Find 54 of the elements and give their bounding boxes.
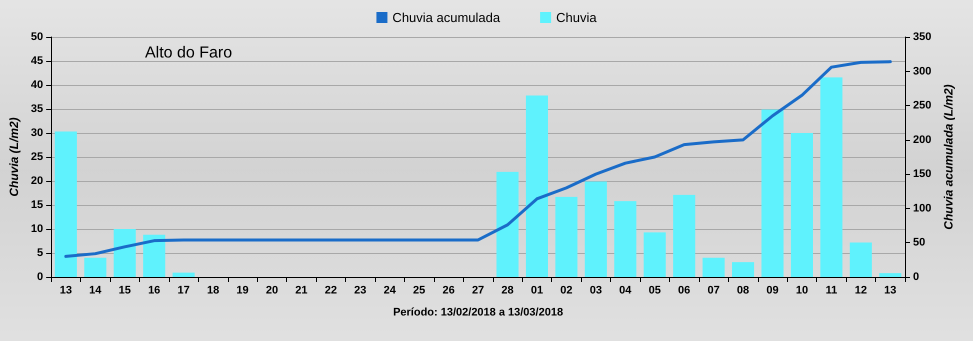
x-tick-label: 13 xyxy=(60,284,72,296)
x-tick-label: 13 xyxy=(884,284,896,296)
x-tick-label: 26 xyxy=(442,284,455,296)
y2-tick-label: 50 xyxy=(913,236,926,249)
legend-label: Chuvia acumulada xyxy=(392,10,501,25)
y-tick-label: 35 xyxy=(30,103,44,115)
y-tick-label: 30 xyxy=(30,127,44,139)
x-tick-label: 02 xyxy=(560,284,573,296)
x-tick-label: 06 xyxy=(678,284,690,296)
y2-tick-label: 250 xyxy=(913,100,932,112)
x-tick-label: 04 xyxy=(619,284,632,296)
x-tick-label: 09 xyxy=(766,284,779,296)
x-tick-label: 12 xyxy=(854,284,867,296)
x-tick-label: 15 xyxy=(118,284,131,296)
x-tick-label: 16 xyxy=(148,284,160,296)
x-tick-label: 27 xyxy=(472,284,484,296)
y2-tick-label: 0 xyxy=(913,271,920,283)
x-tick-label: 21 xyxy=(295,284,308,296)
y2-tick-label: 200 xyxy=(913,134,932,146)
y-tick-label: 0 xyxy=(37,271,44,283)
y2-tick-label: 100 xyxy=(913,202,932,214)
y-tick-label: 25 xyxy=(30,151,44,163)
y2-tick-label: 150 xyxy=(913,168,932,180)
y-tick-label: 20 xyxy=(30,175,44,187)
x-axis-title: Período: 13/02/2018 a 13/03/2018 xyxy=(393,306,564,318)
x-tick-label: 05 xyxy=(648,284,661,296)
y-axis-title: Chuvia (L/m2) xyxy=(7,117,21,197)
x-tick-label: 03 xyxy=(590,284,602,296)
y-tick-label: 5 xyxy=(37,247,44,259)
y2-tick-label: 350 xyxy=(913,31,932,43)
x-tick-label: 18 xyxy=(206,284,220,296)
x-tick-label: 19 xyxy=(236,284,249,296)
x-tick-label: 17 xyxy=(178,284,190,296)
x-tick-label: 23 xyxy=(354,284,366,296)
y-tick-label: 50 xyxy=(30,31,44,43)
chart-title: Alto do Faro xyxy=(145,44,232,62)
legend-label: Chuvia xyxy=(556,10,598,25)
y-tick-label: 45 xyxy=(30,55,44,67)
y-tick-label: 10 xyxy=(30,223,44,235)
x-tick-label: 24 xyxy=(384,284,397,296)
x-tick-label: 10 xyxy=(796,284,808,296)
y-tick-label: 15 xyxy=(30,199,44,211)
y2-axis-title: Chuvia acumulada (L/m2) xyxy=(941,84,956,230)
x-tick-label: 08 xyxy=(736,284,750,296)
x-tick-label: 22 xyxy=(324,284,337,296)
x-tick-label: 25 xyxy=(413,284,426,296)
y-tick-label: 40 xyxy=(30,79,44,91)
x-tick-label: 14 xyxy=(89,284,102,296)
x-tick-label: 11 xyxy=(826,284,838,296)
y2-tick-label: 300 xyxy=(913,65,932,78)
x-tick-label: 20 xyxy=(266,284,278,296)
x-tick-label: 01 xyxy=(530,284,544,296)
x-tick-label: 07 xyxy=(707,284,720,296)
x-tick-label: 28 xyxy=(501,284,514,296)
